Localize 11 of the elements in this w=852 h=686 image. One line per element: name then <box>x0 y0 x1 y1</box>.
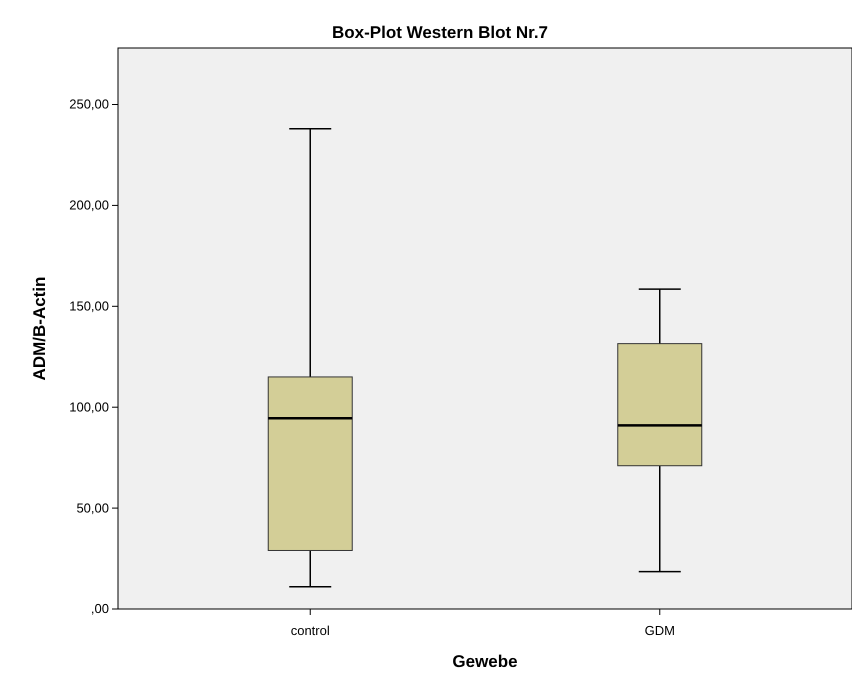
x-axis-title: Gewebe <box>452 652 518 671</box>
y-tick-label: 100,00 <box>69 399 109 414</box>
y-tick-label: 250,00 <box>69 96 109 112</box>
y-tick-label: 50,00 <box>76 500 109 516</box>
chart-title: Box-Plot Western Blot Nr.7 <box>332 23 548 42</box>
x-tick-label: control <box>290 622 330 638</box>
y-tick-label: 150,00 <box>69 298 109 314</box>
x-tick-label: GDM <box>644 622 675 638</box>
y-axis-title: ADM/B-Actin <box>30 276 49 380</box>
y-tick-label: 200,00 <box>69 198 109 213</box>
y-tick-label: ,00 <box>90 601 109 616</box>
